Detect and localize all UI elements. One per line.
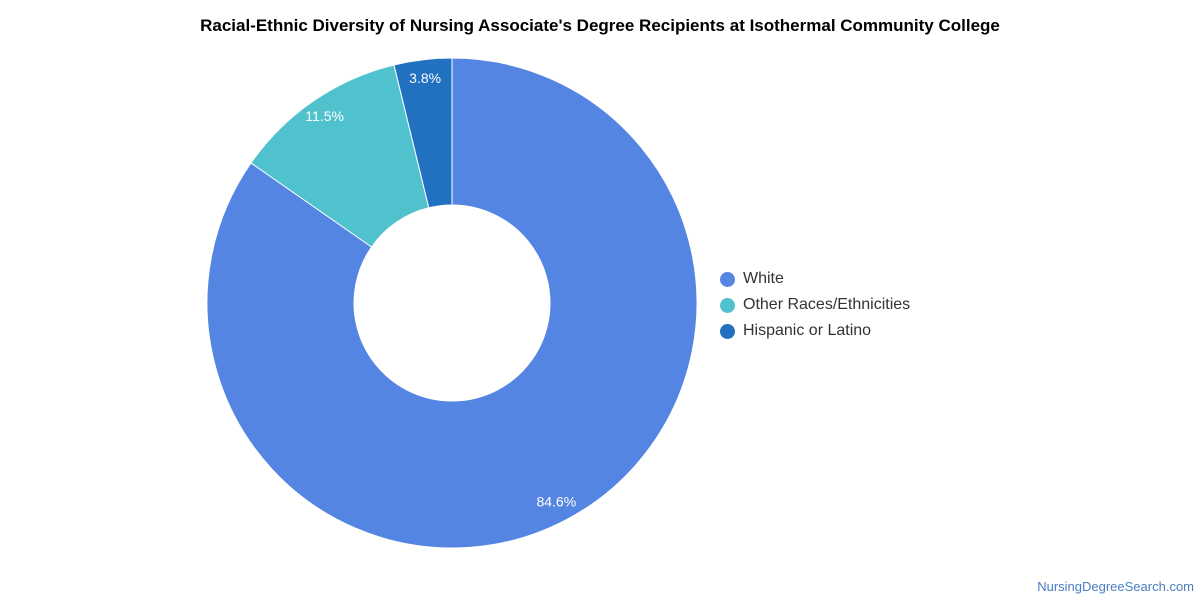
legend-item-other-races[interactable]: Other Races/Ethnicities [720,292,910,318]
slice-hispanic-latino[interactable] [393,57,453,209]
slice-other-races[interactable] [250,64,430,248]
slice-white[interactable] [206,57,698,549]
legend-swatch-hispanic-latino [720,323,735,339]
legend-swatch-white [720,271,735,287]
slice-label-hispanic-latino: 3.8% [409,70,441,86]
source-watermark-link[interactable]: NursingDegreeSearch.com [1037,579,1194,594]
slice-label-other-races: 11.5% [305,108,344,124]
legend-label-other-races: Other Races/Ethnicities [743,296,911,313]
legend-label-white: White [743,270,784,287]
legend: White Other Races/Ethnicities Hispanic o… [720,266,910,344]
legend-label-hispanic-latino: Hispanic or Latino [743,322,872,339]
legend-swatch-other-races [720,297,735,313]
slice-label-white: 84.6% [536,494,576,510]
legend-item-hispanic-latino[interactable]: Hispanic or Latino [720,318,910,344]
legend-item-white[interactable]: White [720,266,910,292]
chart-title: Racial-Ethnic Diversity of Nursing Assoc… [200,16,1000,35]
